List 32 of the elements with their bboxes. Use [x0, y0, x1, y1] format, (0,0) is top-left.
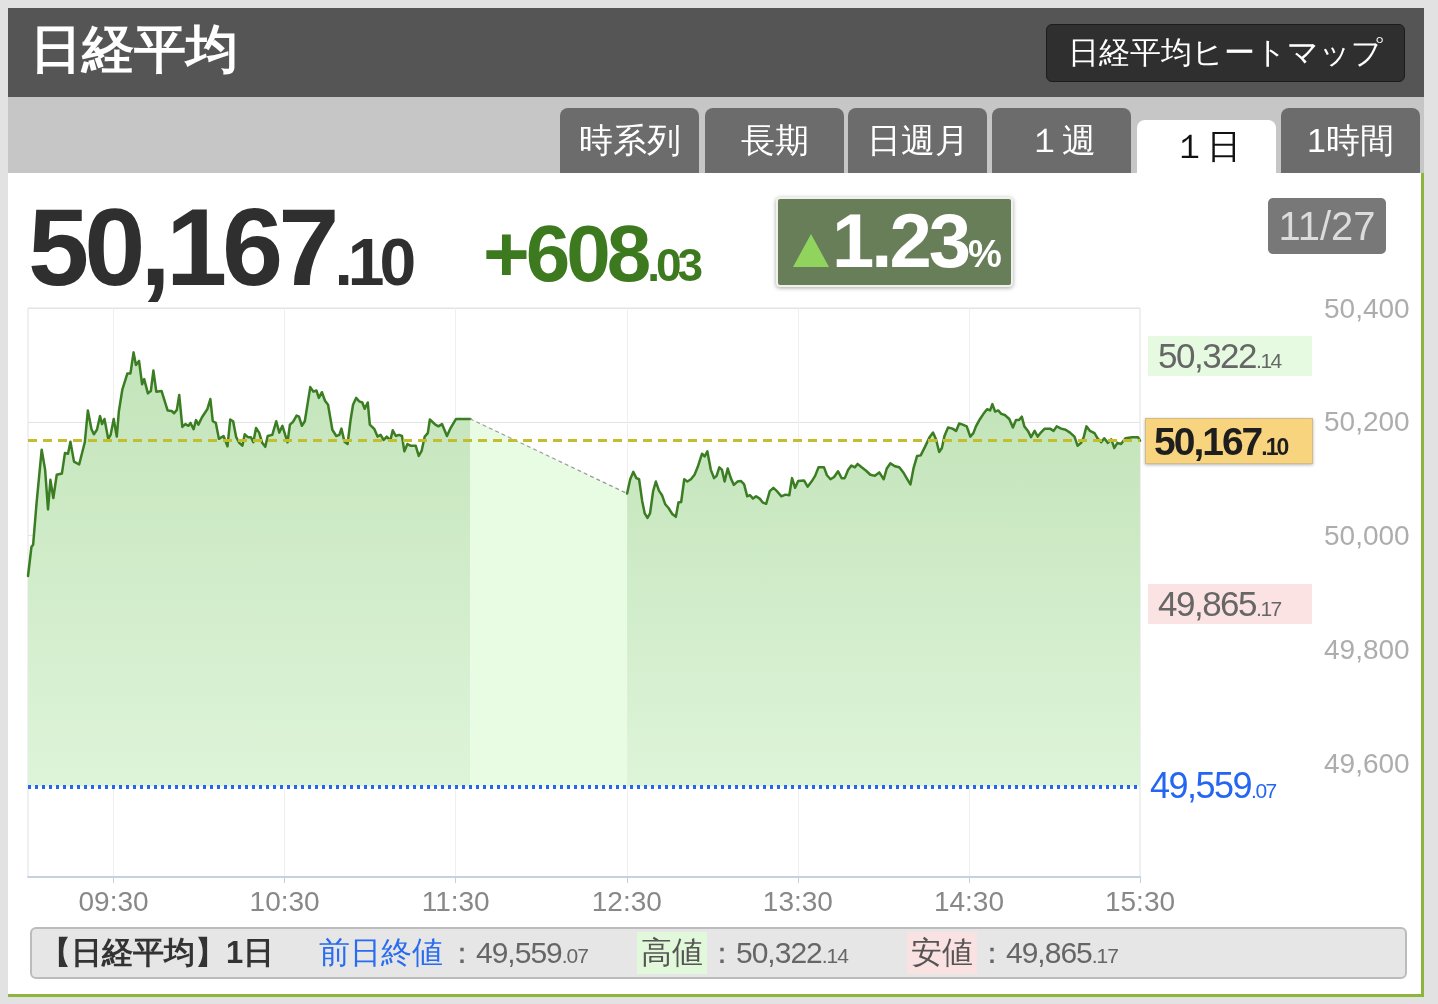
text: 高値：50,322.14	[640, 934, 848, 972]
ref-line-label: 50,167.10	[1154, 419, 1288, 463]
text: 11/27	[1268, 198, 1386, 254]
y-tick-label: 50,000	[1324, 520, 1410, 552]
x-tick-label: 12:30	[591, 885, 662, 917]
chart-title: 日経平均	[30, 19, 238, 80]
x-tick-label: 13:30	[762, 885, 833, 917]
text: 50,322.14	[1158, 336, 1281, 375]
y-tick-label: 50,400	[1324, 292, 1410, 324]
text: 【日経平均】1日	[40, 934, 275, 972]
x-tick-label: 14:30	[933, 885, 1004, 917]
y-tick-label: 50,200	[1324, 406, 1410, 438]
text: 前日終値：49,559.07	[318, 934, 588, 972]
text: 1.23%	[832, 198, 999, 283]
button[interactable]: 日経平均ヒートマップ	[1046, 24, 1405, 82]
y-tick-label: 49,800	[1324, 633, 1410, 665]
annotation: 50,167.10	[28, 185, 412, 308]
x-tick-label: 09:30	[78, 885, 149, 917]
y-tick-label: 49,600	[1324, 747, 1410, 779]
tab[interactable]: １日	[1137, 120, 1276, 173]
x-tick-label: 10:30	[249, 885, 320, 917]
ref-line-label: 49,559.07	[1150, 765, 1276, 807]
tab[interactable]: 1時間	[1281, 108, 1420, 173]
text: 49,865.17	[1158, 584, 1281, 623]
text: 安値：49,865.17	[910, 934, 1118, 972]
text: +608.03	[483, 209, 700, 298]
x-tick-label: 15:30	[1104, 885, 1176, 917]
tab[interactable]: 日週月	[848, 108, 987, 173]
tab[interactable]: 時系列	[560, 108, 699, 173]
x-tick-label: 11:30	[421, 885, 490, 917]
tab[interactable]: 長期	[705, 108, 844, 173]
tab[interactable]: １週	[992, 108, 1131, 173]
